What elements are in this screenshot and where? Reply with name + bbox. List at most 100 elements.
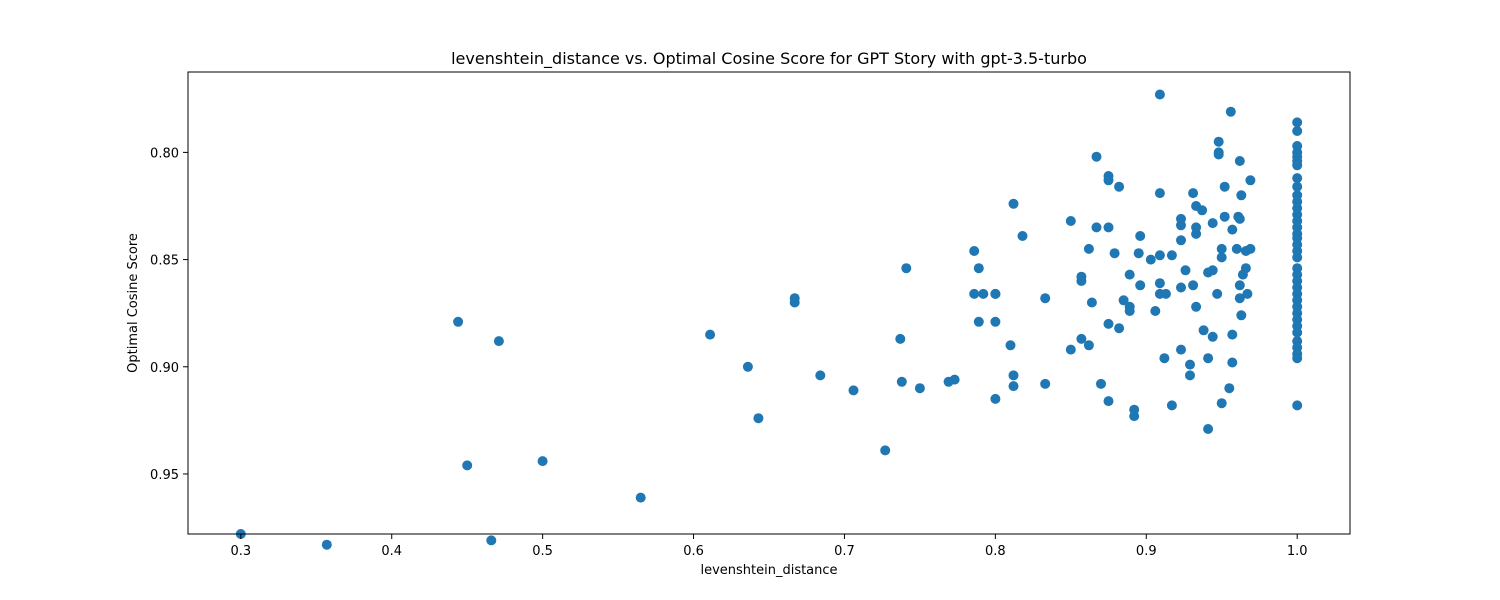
data-point	[1219, 211, 1230, 222]
data-point	[969, 246, 980, 256]
data-point	[1176, 282, 1186, 293]
data-point	[1008, 370, 1019, 381]
x-tick-label: 0.9	[1136, 544, 1157, 559]
data-point	[1236, 190, 1247, 201]
x-tick-label: 0.7	[834, 544, 855, 559]
data-point	[1225, 106, 1236, 117]
data-point	[742, 361, 753, 372]
data-point	[1091, 151, 1102, 162]
y-axis-ticks: 0.80 0.85 0.90 0.95	[150, 146, 188, 483]
data-point	[705, 329, 716, 340]
data-point	[753, 413, 764, 424]
data-point	[635, 492, 646, 503]
data-point	[1091, 222, 1102, 233]
data-point	[1076, 333, 1087, 344]
data-point	[1150, 306, 1161, 316]
data-point	[1197, 205, 1208, 216]
data-point	[990, 316, 1001, 327]
data-point	[493, 336, 504, 347]
data-point	[1292, 252, 1303, 263]
data-point	[914, 383, 925, 394]
data-point	[978, 288, 989, 299]
data-point	[1188, 280, 1199, 291]
data-point	[1292, 173, 1303, 184]
y-tick-label: 0.95	[150, 468, 179, 483]
data-point	[789, 297, 800, 308]
data-point	[1109, 248, 1120, 259]
data-point	[1040, 378, 1051, 389]
data-point	[880, 445, 891, 456]
data-point	[973, 263, 984, 274]
data-point	[1292, 160, 1303, 171]
data-point	[1198, 325, 1209, 336]
data-point	[1207, 218, 1218, 229]
data-point	[990, 288, 1001, 299]
data-point	[1203, 424, 1214, 434]
data-point	[1096, 378, 1106, 389]
data-point	[896, 376, 907, 387]
data-point	[1160, 288, 1171, 299]
data-point	[815, 370, 826, 381]
data-point	[1154, 278, 1165, 289]
data-point	[1292, 353, 1303, 364]
data-point	[1219, 181, 1230, 192]
data-point	[901, 263, 912, 274]
data-point	[1292, 181, 1303, 192]
data-point	[1008, 198, 1019, 209]
data-point	[1008, 381, 1019, 392]
data-point	[462, 460, 473, 471]
data-point	[1191, 301, 1202, 312]
data-point	[1166, 250, 1177, 261]
data-point	[973, 316, 984, 327]
data-point	[1065, 216, 1076, 226]
data-point	[1083, 243, 1094, 254]
data-point	[1154, 89, 1165, 100]
data-point	[1207, 331, 1218, 342]
data-point	[1040, 293, 1051, 304]
data-point	[1236, 310, 1247, 321]
data-point	[1227, 357, 1238, 368]
data-point	[537, 456, 548, 467]
data-point	[1213, 136, 1224, 147]
data-point	[1292, 400, 1303, 411]
data-point	[1103, 396, 1114, 407]
data-point	[1292, 327, 1303, 338]
data-point	[1242, 288, 1253, 299]
data-point	[1076, 276, 1087, 286]
plot-frame	[187, 71, 1351, 535]
data-point	[949, 374, 960, 385]
data-point	[1191, 228, 1202, 239]
data-point	[1216, 398, 1227, 409]
data-point	[1234, 156, 1245, 166]
y-tick-label: 0.90	[150, 361, 179, 376]
data-point	[969, 288, 980, 299]
data-point	[1234, 293, 1245, 304]
data-point	[1145, 254, 1156, 265]
data-point	[1103, 318, 1114, 329]
data-point	[1065, 344, 1076, 355]
data-point	[1124, 269, 1135, 280]
x-tick-label: 1.0	[1287, 544, 1308, 559]
x-tick-label: 0.3	[230, 544, 251, 559]
data-point	[1216, 243, 1227, 254]
data-point	[1176, 344, 1186, 355]
data-point	[848, 385, 859, 396]
data-point	[1224, 383, 1235, 394]
data-point	[1086, 297, 1097, 308]
data-point	[1017, 231, 1028, 241]
x-axis-title: levenshtein_distance	[700, 563, 837, 578]
data-point	[1129, 411, 1140, 422]
data-point	[1180, 265, 1191, 276]
data-point	[1234, 280, 1245, 291]
data-point	[1135, 231, 1146, 241]
x-axis-ticks: 0.3 0.4 0.5 0.6 0.7 0.8 0.9 1.0	[230, 534, 1308, 559]
data-point	[1234, 213, 1245, 224]
data-point	[1212, 288, 1223, 299]
data-point	[1176, 220, 1186, 231]
data-point	[486, 535, 497, 546]
data-point	[321, 539, 332, 550]
data-point	[1154, 188, 1165, 199]
x-tick-label: 0.6	[683, 544, 704, 559]
